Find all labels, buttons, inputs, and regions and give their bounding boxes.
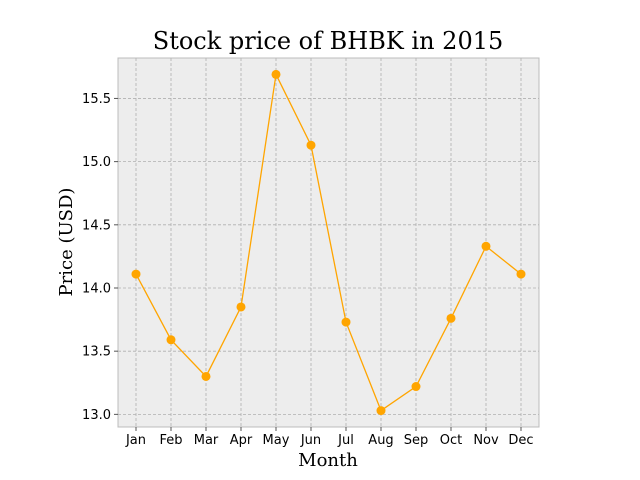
- x-tick-label: Aug: [368, 433, 393, 448]
- data-point: [131, 269, 141, 279]
- series-layer: [131, 69, 526, 416]
- y-tick-label: 15.0: [82, 155, 111, 170]
- series-line: [135, 72, 522, 412]
- data-point: [516, 269, 526, 279]
- data-point: [166, 335, 176, 345]
- axis-ticks: Jan Feb Mar Apr May Jun Jul Aug Sep Oct Nov Dec 13.0…: [82, 92, 534, 448]
- x-tick-label: May: [263, 433, 290, 448]
- x-tick-label: Jun: [300, 433, 321, 448]
- y-tick-label: 15.5: [82, 92, 111, 107]
- chart-title: Stock price of BHBK in 2015: [153, 27, 504, 55]
- data-point: [271, 69, 281, 79]
- data-point: [236, 302, 246, 312]
- y-tick-label: 14.5: [82, 218, 111, 233]
- x-tick-label: Oct: [440, 433, 462, 448]
- data-point: [376, 406, 386, 416]
- data-point: [481, 241, 491, 251]
- data-point: [201, 371, 211, 381]
- x-tick-label: Nov: [473, 433, 499, 448]
- y-tick-label: 13.5: [82, 345, 111, 360]
- y-tick-label: 14.0: [82, 281, 111, 296]
- grid-lines: [118, 58, 539, 427]
- y-axis-label: Price (USD): [56, 188, 77, 297]
- x-axis-label: Month: [298, 450, 358, 471]
- x-tick-label: Feb: [159, 433, 182, 448]
- data-point: [341, 317, 351, 327]
- x-tick-label: Sep: [404, 433, 429, 448]
- data-point: [411, 382, 421, 392]
- data-point: [306, 140, 316, 150]
- x-tick-label: Jul: [337, 433, 354, 448]
- x-tick-label: Dec: [508, 433, 533, 448]
- data-point: [446, 313, 456, 323]
- x-tick-label: Apr: [230, 433, 253, 448]
- plot-area: [117, 57, 540, 428]
- x-tick-label: Mar: [194, 433, 219, 448]
- y-tick-label: 13.0: [82, 408, 111, 423]
- x-tick-label: Jan: [125, 433, 146, 448]
